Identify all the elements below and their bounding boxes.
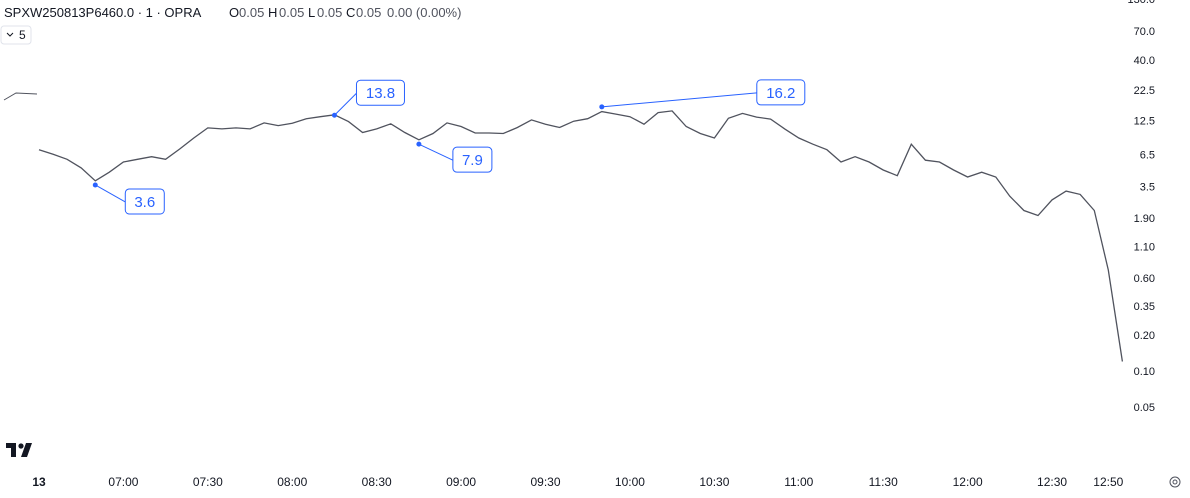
y-tick-label: 0.35: [1134, 301, 1155, 313]
annotation-leader: [95, 184, 126, 203]
x-tick-label: 11:00: [784, 475, 813, 489]
interval[interactable]: 5: [19, 28, 26, 42]
y-tick-label: 40.0: [1134, 55, 1155, 67]
annotation-leader: [334, 92, 357, 116]
x-tick-label: 12:30: [1037, 475, 1067, 489]
x-tick-label: 12:00: [953, 475, 983, 489]
ohlc-value: 0.05: [317, 5, 342, 20]
y-tick-label: 0.05: [1134, 402, 1155, 414]
ohlc-value: 0.05: [279, 5, 304, 20]
x-tick-label: 09:00: [446, 475, 476, 489]
y-tick-label: 3.5: [1140, 181, 1155, 193]
annotation-dot: [599, 104, 605, 110]
annotation-label: 13.8: [366, 85, 395, 102]
y-tick-label: 0.10: [1134, 366, 1155, 378]
interval-toggle[interactable]: [0, 25, 32, 45]
annotation-dot: [92, 182, 98, 188]
y-tick-label: 70.0: [1134, 26, 1155, 38]
x-tick-label: 07:30: [193, 475, 223, 489]
change: 0.00 (0.00%): [387, 5, 461, 20]
annotation-leader: [418, 143, 454, 161]
x-tick-label: 09:30: [531, 475, 561, 489]
annotation-label: 16.2: [766, 85, 795, 102]
x-tick-label: 11:30: [869, 475, 898, 489]
annotation-box: [756, 79, 806, 106]
y-tick-label: 12.5: [1134, 115, 1155, 127]
y-tick-label: 1.10: [1134, 242, 1155, 254]
y-tick-label: 22.5: [1134, 85, 1155, 97]
x-tick-label: 13: [32, 475, 46, 489]
y-tick-label: 130.0: [1127, 0, 1155, 6]
chevron: [6, 32, 14, 37]
annotation-box: [124, 188, 165, 215]
tv-logo: [6, 443, 32, 457]
x-tick-label: 10:30: [699, 475, 729, 489]
symbol: SPXW250813P6460.0 · 1 · OPRA: [4, 5, 202, 20]
y-tick-label: 6.5: [1140, 149, 1155, 161]
y-tick-label: 1.90: [1134, 213, 1155, 225]
x-tick-label: 07:00: [108, 475, 138, 489]
x-tick-label: 08:30: [362, 475, 392, 489]
ohlc-label: C: [346, 5, 355, 20]
annotation-box: [355, 79, 405, 106]
x-tick-label: 10:00: [615, 475, 645, 489]
y-tick-label: 0.20: [1134, 330, 1155, 342]
annotation-dot: [331, 112, 337, 118]
settings-icon-core: [1172, 479, 1178, 485]
previous-session: [3, 92, 38, 101]
ohlc-label: L: [308, 5, 315, 20]
annotation-dot: [416, 141, 422, 147]
annotation-box: [452, 146, 493, 173]
y-tick-label: 0.60: [1134, 273, 1155, 285]
settings-icon[interactable]: [1169, 476, 1181, 488]
x-tick-label: 12:50: [1093, 475, 1123, 489]
ohlc-label: H: [268, 5, 277, 20]
ohlc-value: 0.05: [356, 5, 381, 20]
annotation-label: 3.6: [134, 194, 155, 211]
ohlc-value: 0.05: [239, 5, 264, 20]
ohlc-label: O: [229, 5, 239, 20]
x-tick-label: 08:00: [277, 475, 307, 489]
annotation-label: 7.9: [462, 152, 483, 169]
price-line: [38, 110, 1124, 362]
annotation-leader: [601, 92, 757, 108]
